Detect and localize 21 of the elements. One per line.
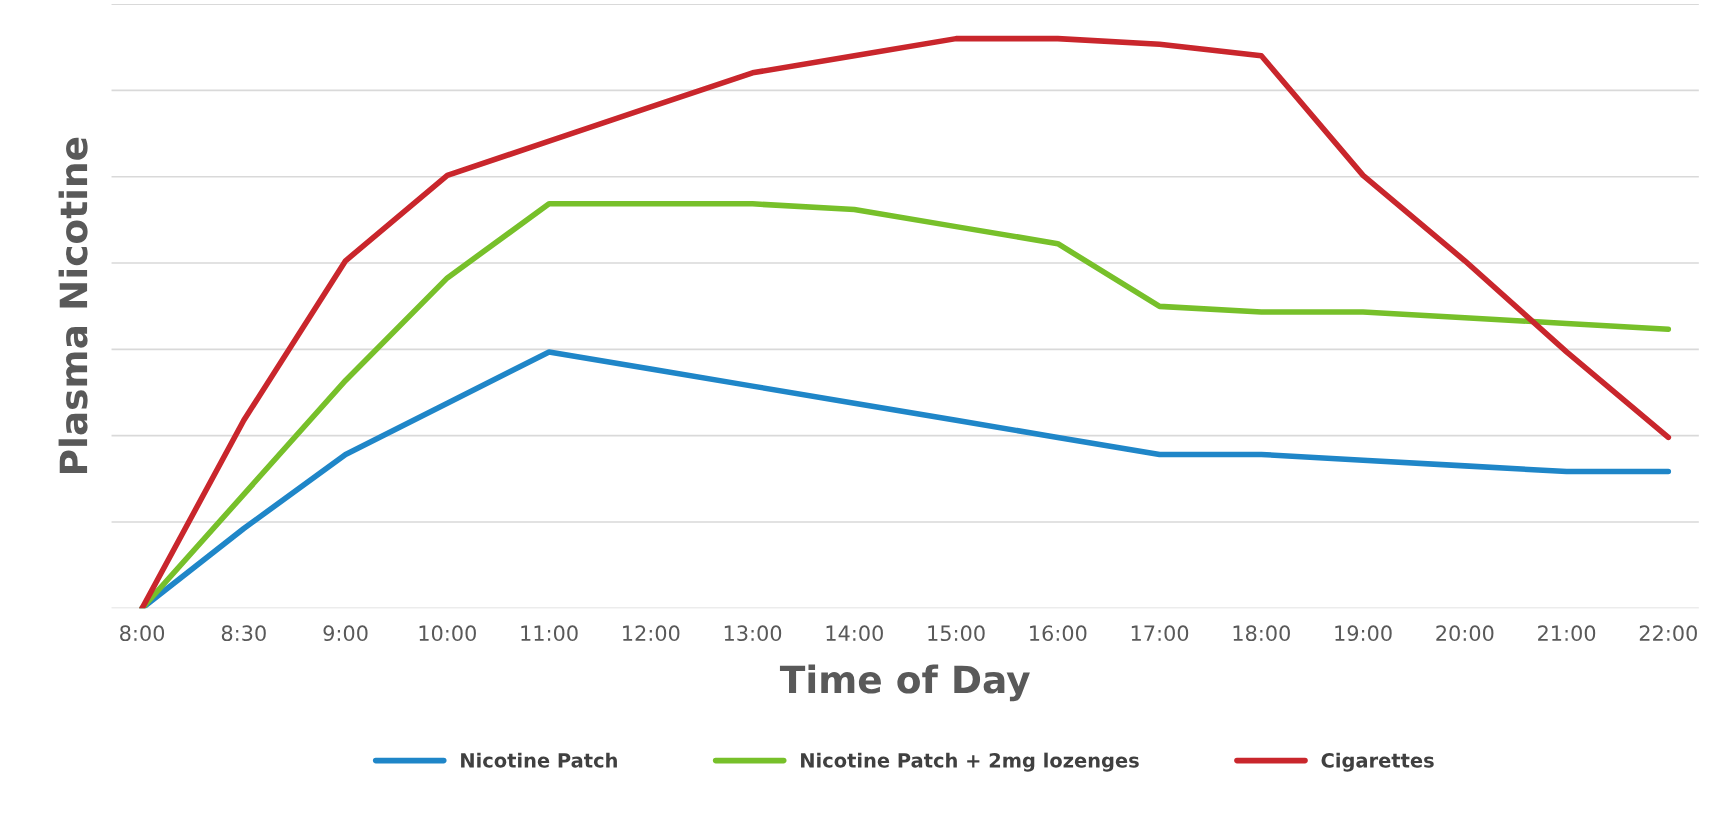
x-tick-label: 22:00 [1639, 625, 1697, 642]
x-tick-label: 13:00 [724, 625, 782, 642]
x-tick-label: 14:00 [826, 625, 883, 642]
x-tick-label: 17:00 [1131, 625, 1189, 642]
x-tick-label: 21:00 [1538, 625, 1596, 642]
legend-label: Cigarettes [1321, 752, 1434, 772]
x-tick-label: 19:00 [1335, 625, 1392, 642]
x-tick-label: 8:30 [221, 625, 266, 642]
x-tick-label: 10:00 [419, 625, 476, 642]
x-tick-label: 16:00 [1030, 625, 1087, 642]
legend-label: Nicotine Patch + 2mg lozenges [801, 752, 1139, 772]
x-tick-label: 15:00 [928, 625, 985, 642]
y-axis-title: Plasma Nicotine [58, 137, 88, 474]
x-tick-label: 11:00 [521, 625, 578, 642]
x-tick-label: 12:00 [623, 625, 680, 642]
x-axis-title: Time of Day [779, 664, 1030, 702]
x-tick-label: 18:00 [1233, 625, 1290, 642]
x-tick-label: 20:00 [1436, 625, 1494, 642]
x-tick-label: 8:00 [120, 625, 165, 642]
legend-label: Nicotine Patch [461, 752, 617, 768]
x-tick-label: 9:00 [323, 625, 368, 642]
